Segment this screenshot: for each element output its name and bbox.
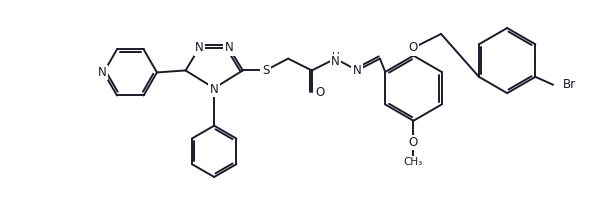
Text: O: O bbox=[409, 136, 418, 149]
Text: Br: Br bbox=[563, 78, 576, 91]
Text: O: O bbox=[316, 86, 325, 99]
Text: CH₃: CH₃ bbox=[404, 157, 423, 167]
Text: N: N bbox=[98, 66, 107, 79]
Text: N: N bbox=[353, 64, 362, 77]
Text: N: N bbox=[210, 83, 218, 96]
Text: N: N bbox=[195, 41, 204, 54]
Text: H: H bbox=[332, 52, 340, 62]
Text: N: N bbox=[225, 41, 233, 54]
Text: O: O bbox=[409, 41, 418, 54]
Text: S: S bbox=[262, 64, 269, 77]
Text: N: N bbox=[331, 55, 340, 68]
